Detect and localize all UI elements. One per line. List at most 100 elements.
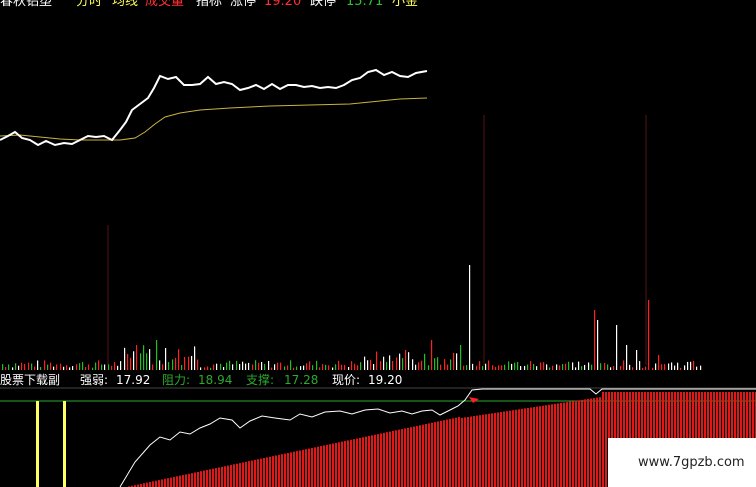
volume-bar [40, 367, 42, 370]
volume-bar [191, 355, 193, 370]
histogram-bar [335, 442, 337, 487]
volume-bar [136, 345, 138, 370]
volume-bar [258, 362, 260, 370]
volume-bar [312, 365, 314, 370]
volume-bar [53, 366, 55, 370]
histogram-bar [311, 447, 313, 487]
volume-bar [472, 363, 474, 370]
volume-bar [495, 366, 497, 370]
volume-bar [328, 365, 330, 370]
volume-bar [399, 353, 401, 370]
volume-bar [511, 363, 513, 370]
volume-bar [700, 365, 702, 370]
volume-bar [28, 362, 30, 370]
volume-bar [322, 364, 324, 370]
volume-bar [66, 365, 68, 370]
volume-bar [661, 364, 663, 370]
volume-bar [469, 265, 471, 370]
volume-bar [460, 345, 462, 370]
histogram-bar [575, 400, 577, 487]
volume-bar [376, 351, 378, 370]
volume-bar [482, 365, 484, 370]
histogram-bar [185, 474, 187, 487]
volume-bar [568, 361, 570, 370]
volume-bar [383, 356, 385, 370]
volume-bar [453, 352, 455, 370]
volume-bar [50, 362, 52, 370]
volume-bar [325, 364, 327, 370]
volume-bar [415, 364, 417, 370]
volume-bars [2, 265, 702, 370]
histogram-bar [464, 417, 466, 487]
limit-down-value: 15.71 [346, 0, 384, 9]
volume-bar [117, 365, 119, 370]
histogram-bar [359, 437, 361, 487]
histogram-bar [389, 431, 391, 487]
volume-bar [108, 364, 110, 370]
histogram-bar [596, 397, 598, 487]
histogram-bar [227, 465, 229, 487]
volume-bar [248, 362, 250, 370]
volume-bar [104, 364, 106, 370]
histogram-bar [329, 444, 331, 487]
volume-bar [69, 367, 71, 370]
histogram-bar [317, 446, 319, 487]
histogram-bar [338, 442, 340, 487]
histogram-bar [398, 429, 400, 487]
indicator-label[interactable]: 指标 [196, 0, 223, 9]
volume-bar [652, 367, 654, 370]
histogram-bar [437, 421, 439, 487]
histogram-bar [197, 471, 199, 487]
volume-bar [152, 364, 154, 370]
volume-bar [370, 359, 372, 370]
period-label[interactable]: 分时 [76, 0, 103, 9]
volume-bar [220, 363, 222, 370]
histogram-bar [251, 460, 253, 487]
histogram-bar [215, 468, 217, 487]
volume-bar [440, 364, 442, 370]
histogram-bar [419, 425, 421, 487]
histogram-bar [308, 448, 310, 487]
histogram-bar [260, 458, 262, 487]
volume-bar [556, 364, 558, 370]
histogram-bar [194, 472, 196, 487]
histogram-bar [371, 435, 373, 487]
volume-bar [264, 363, 266, 370]
histogram-bar [287, 452, 289, 487]
histogram-bar [530, 407, 532, 487]
volume-bar [188, 356, 190, 370]
volume-bar [319, 367, 321, 370]
volume-bar [597, 320, 599, 370]
histogram-bar [179, 475, 181, 487]
volume-bar [431, 340, 433, 370]
volume-bar [130, 357, 132, 370]
volume-bar [434, 358, 436, 370]
histogram-bar [140, 483, 142, 487]
histogram-bar [518, 409, 520, 487]
histogram-bar [293, 451, 295, 487]
histogram-bar [284, 453, 286, 487]
histogram-bar [173, 476, 175, 487]
volume-bar [392, 360, 394, 370]
volume-bar [536, 366, 538, 370]
volume-bar [316, 360, 318, 370]
volume-bar [680, 367, 682, 370]
indicator-name[interactable]: 股票下载副 [0, 373, 61, 387]
histogram-bar [578, 400, 580, 487]
volume-bar [655, 363, 657, 370]
histogram-bar [263, 458, 265, 487]
histogram-bar [275, 455, 277, 487]
volume-bar [287, 365, 289, 370]
volume-bar [277, 362, 279, 370]
volume-bar [428, 365, 430, 370]
histogram-bar [482, 414, 484, 487]
histogram-bar [188, 473, 190, 487]
histogram-bar [584, 399, 586, 487]
volume-bar [418, 362, 420, 370]
histogram-bar [353, 439, 355, 487]
volume-bar [572, 362, 574, 370]
volume-bar [47, 364, 49, 370]
volume-bar [172, 359, 174, 370]
histogram-bar [446, 419, 448, 487]
